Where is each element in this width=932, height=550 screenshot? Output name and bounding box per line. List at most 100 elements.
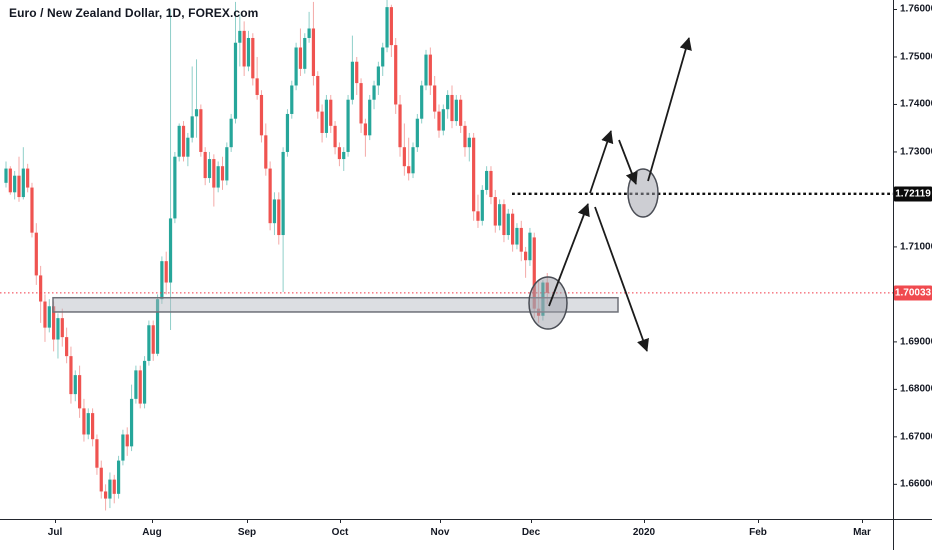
candle-body (65, 337, 69, 357)
price-tick-label: 1.73000 (900, 146, 932, 158)
price-tick-label: 1.76000 (900, 3, 932, 15)
candle-body (91, 413, 95, 440)
candle-body (78, 375, 82, 409)
candle-body (194, 109, 199, 117)
candle-body (116, 460, 121, 494)
candle-body (476, 211, 480, 221)
candle-body (251, 37, 255, 79)
candle-body (368, 99, 372, 136)
candle-body (95, 439, 99, 468)
candle-body (56, 318, 60, 340)
candle-body (394, 45, 398, 105)
candle-body (402, 147, 406, 167)
candle-body (450, 94, 454, 122)
candle-body (207, 159, 212, 179)
candle-body (528, 232, 532, 261)
candle-body (454, 99, 458, 122)
candle-body (225, 147, 229, 181)
candle-body (498, 204, 502, 226)
candle-body (103, 491, 108, 499)
candle-body (186, 137, 190, 157)
candle-body (298, 47, 303, 69)
candle-body (446, 94, 450, 110)
highlight-ellipse-1[interactable] (528, 276, 568, 330)
candle-body (242, 30, 246, 67)
symbol-title: Euro / New Zealand Dollar, 1D, FOREX.com (9, 6, 259, 20)
candle-body (502, 204, 506, 236)
candle-body (346, 99, 350, 152)
candle-body (459, 99, 463, 126)
price-tick-label: 1.75000 (900, 51, 932, 63)
candle-body (86, 413, 90, 435)
projection-arrow-3[interactable] (618, 139, 638, 185)
candle-body (303, 37, 307, 69)
candle-body (60, 318, 64, 338)
candle-body (181, 125, 186, 157)
candle-body (238, 30, 242, 43)
price-tick-label: 1.68000 (900, 383, 932, 395)
candle-body (428, 54, 432, 86)
projection-arrow-2[interactable] (589, 130, 614, 194)
candle-body (489, 170, 493, 198)
candle-body (26, 168, 30, 188)
candle-body (147, 325, 151, 361)
candle-body (190, 116, 194, 138)
candle-body (259, 94, 264, 136)
candle-body (47, 306, 51, 328)
candle-body (43, 301, 47, 328)
time-tick-label: Nov (430, 527, 450, 538)
candle-body (389, 7, 393, 46)
price-scale[interactable]: 1.72119 1.70033 1.76000 1.75000 1.74000 1.7… (893, 0, 932, 519)
candle-body (99, 467, 103, 492)
time-tick-label: 2020 (632, 527, 656, 538)
candle-body (108, 479, 112, 499)
candle-body (485, 170, 489, 190)
candle-body (532, 237, 536, 309)
candle-body (290, 85, 294, 114)
candle-body (467, 137, 471, 148)
candle-body (415, 118, 419, 148)
candle-body (73, 375, 77, 395)
candle-body (272, 199, 277, 224)
candle-body (52, 306, 56, 340)
price-tick-label: 1.66000 (900, 478, 932, 490)
candle-body (320, 111, 324, 133)
candle-body (4, 168, 8, 183)
candle-body (138, 370, 142, 404)
candle-body (420, 85, 424, 119)
candle-body (129, 398, 134, 447)
resistance-price-badge: 1.72119 (894, 186, 932, 202)
candle-body (13, 175, 17, 193)
candle-body (355, 61, 359, 84)
projection-arrow-5[interactable] (594, 206, 649, 352)
candle-body (82, 408, 86, 435)
projection-arrow-1[interactable] (548, 203, 590, 307)
candle-body (112, 479, 116, 494)
candle-body (233, 42, 238, 119)
candle-body (398, 104, 402, 148)
candle-body (437, 111, 441, 131)
price-tick-label: 1.71000 (900, 241, 932, 253)
candle-body (34, 232, 38, 276)
support-zone-rect[interactable] (52, 296, 619, 313)
candle-body (524, 251, 528, 261)
candle-body (17, 175, 21, 198)
projection-arrow-4[interactable] (647, 37, 692, 182)
candle-body (177, 125, 181, 157)
candle-body (229, 118, 233, 148)
candle-body (463, 125, 467, 148)
candle-body (329, 99, 333, 126)
candle-body (212, 159, 216, 188)
candle-body (203, 151, 207, 179)
price-tick-label: 1.74000 (900, 98, 932, 110)
candle-body (134, 370, 138, 399)
time-scale[interactable]: Jul Aug Sep Oct Nov Dec 2020 Feb Mar (0, 519, 932, 550)
candle-body (281, 151, 285, 236)
candlesticks-layer (4, 0, 549, 511)
price-tick-label: 1.69000 (900, 336, 932, 348)
candle-body (30, 187, 34, 233)
last-price-badge: 1.70033 (894, 285, 932, 301)
candle-body (480, 189, 484, 221)
